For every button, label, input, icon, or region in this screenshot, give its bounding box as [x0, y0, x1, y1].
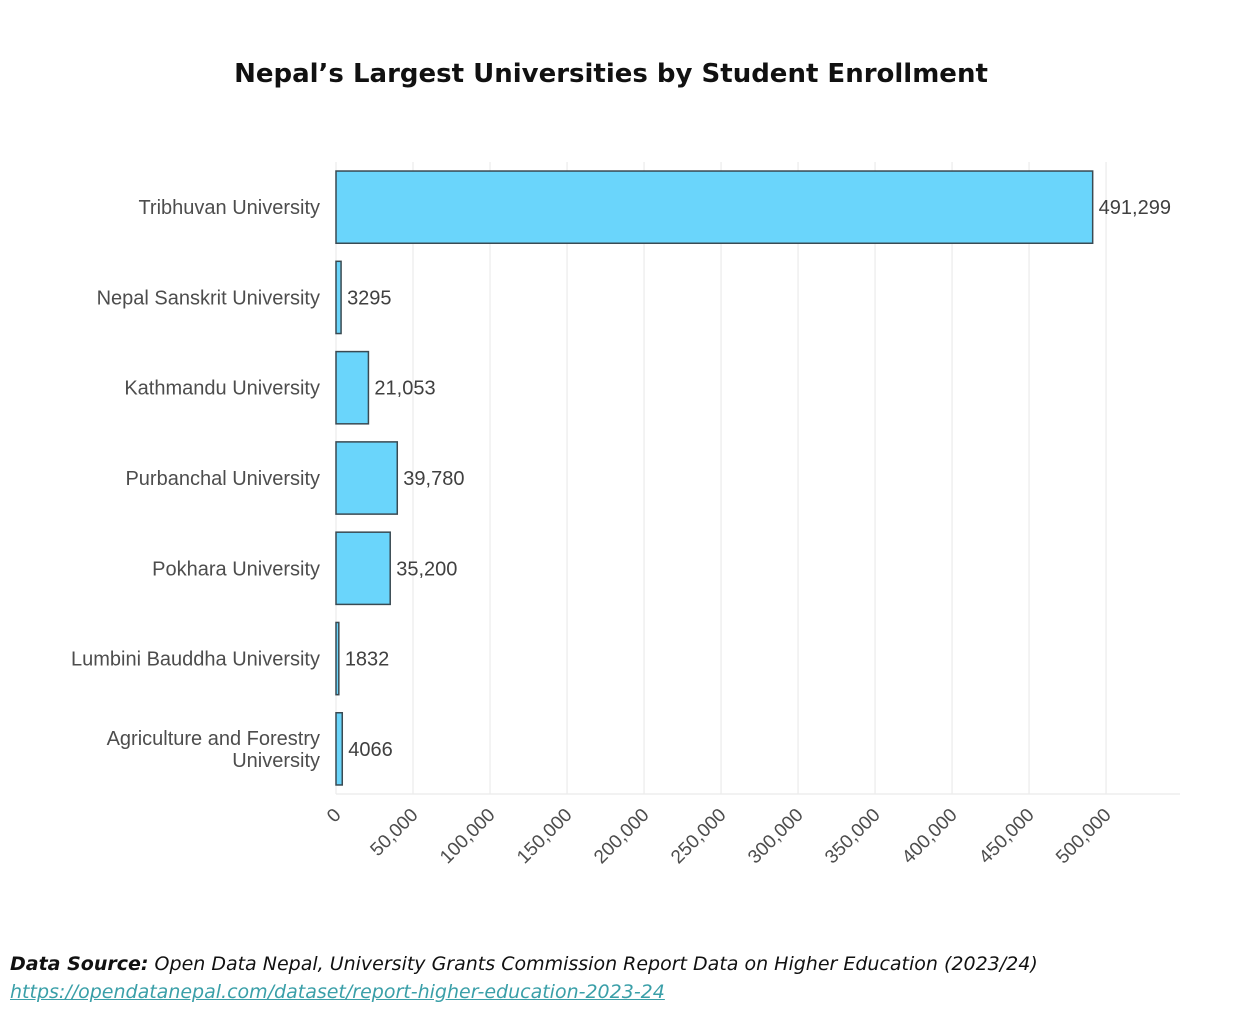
bar-value-label: 4066 [348, 739, 393, 761]
chart-title: Nepal’s Largest Universities by Student … [234, 59, 988, 89]
category-label: Lumbini Bauddha University [71, 649, 320, 671]
bar [335, 531, 391, 606]
bar-value-label: 491,299 [1099, 197, 1171, 219]
bar-value-label: 21,053 [374, 378, 435, 400]
grid-lines [335, 162, 1180, 795]
category-label: Tribhuvan University [138, 197, 320, 219]
data-source-text: Open Data Nepal, University Grants Commi… [154, 953, 1038, 975]
bar [335, 711, 344, 786]
x-tick-label: 450,000 [975, 805, 1038, 868]
bar [335, 260, 342, 335]
x-tick-label: 300,000 [744, 805, 807, 868]
bar [335, 170, 1094, 245]
bar-value-label: 39,780 [403, 468, 464, 490]
bar-value-label: 3295 [347, 287, 392, 309]
bar-value-label: 1832 [345, 649, 390, 671]
category-label: Kathmandu University [124, 378, 320, 400]
bar [335, 350, 370, 425]
x-tick-label: 400,000 [898, 805, 961, 868]
bar-value-label: 35,200 [396, 558, 457, 580]
x-tick-label: 250,000 [667, 805, 730, 868]
data-source-label: Data Source: [10, 953, 149, 975]
x-tick-label: 100,000 [436, 805, 499, 868]
category-label: University [232, 750, 320, 772]
category-label: Agriculture and Forestry [107, 728, 320, 750]
x-tick-label: 350,000 [821, 805, 884, 868]
bars [335, 170, 1094, 786]
bar [335, 441, 399, 515]
category-label: Pokhara University [152, 558, 320, 580]
bar [335, 621, 340, 696]
data-source-note: Data Source: Open Data Nepal, University… [10, 950, 1038, 1006]
category-labels: Tribhuvan University Nepal Sanskrit Unive… [71, 197, 320, 772]
x-axis-tick-labels: 0 50,000 100,000 150,000 200,000 250,000 300,0… [323, 805, 1115, 868]
category-label: Purbanchal University [125, 468, 320, 490]
bar-chart: Nepal’s Largest Universities by Student … [71, 59, 1180, 868]
x-tick-label: 50,000 [367, 805, 423, 861]
category-label: Nepal Sanskrit University [97, 287, 320, 309]
x-tick-label: 0 [323, 805, 345, 827]
x-tick-label: 500,000 [1052, 805, 1115, 868]
x-tick-label: 200,000 [590, 805, 653, 868]
data-source-link[interactable]: https://opendatanepal.com/dataset/report… [10, 981, 665, 1003]
x-tick-label: 150,000 [513, 805, 576, 868]
value-labels: 491,299 3295 21,053 39,780 35,200 1832 4066 [345, 197, 1171, 761]
